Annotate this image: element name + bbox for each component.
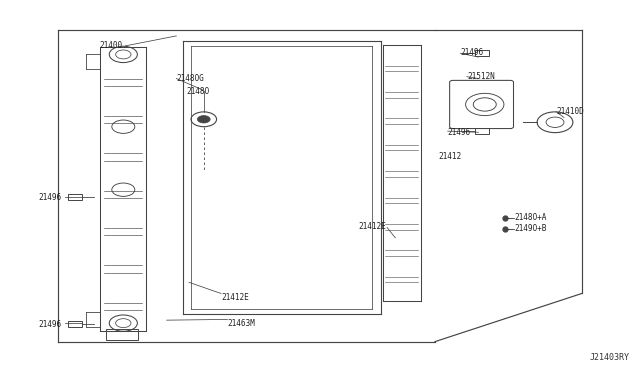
Text: 2148OG: 2148OG [176, 74, 204, 83]
Text: 2148O: 2148O [186, 87, 209, 96]
Text: 21496: 21496 [448, 128, 471, 137]
Text: 21400: 21400 [100, 41, 123, 50]
Text: 2149O+B: 2149O+B [515, 224, 547, 233]
Text: 2148O+A: 2148O+A [515, 213, 547, 222]
Bar [68, 321, 83, 327]
Text: J21403RY: J21403RY [589, 353, 630, 362]
Bar [474, 50, 488, 57]
Bar [68, 194, 83, 200]
Circle shape [197, 116, 210, 123]
Text: 21410D: 21410D [556, 108, 584, 116]
Text: 21496: 21496 [461, 48, 484, 57]
Text: 21412E: 21412E [358, 222, 386, 231]
Bar [474, 128, 488, 134]
Text: 21496: 21496 [38, 193, 61, 202]
Text: 21463M: 21463M [227, 319, 255, 328]
Text: 21412E: 21412E [221, 293, 249, 302]
Text: 21512N: 21512N [467, 72, 495, 81]
Text: 21412: 21412 [438, 152, 461, 161]
Text: 21496: 21496 [38, 321, 61, 330]
Bar [106, 329, 138, 340]
